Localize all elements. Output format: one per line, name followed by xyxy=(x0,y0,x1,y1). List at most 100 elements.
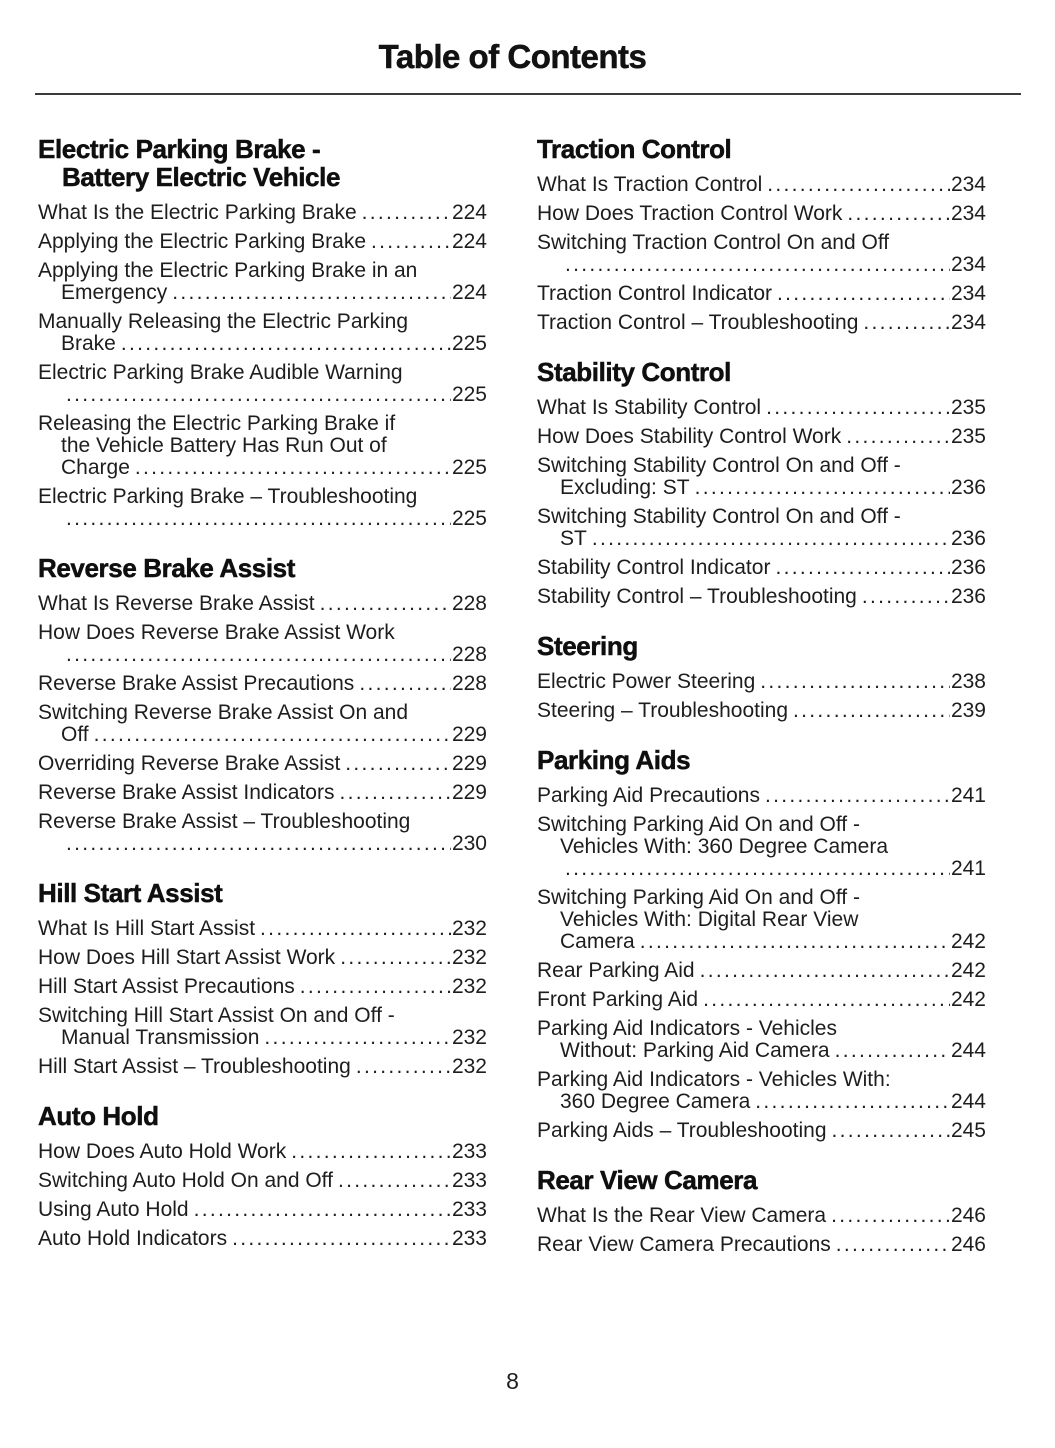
toc-entry: Parking Aid Precautions 241 xyxy=(537,785,986,807)
toc-entry-line: Vehicles With: 360 Degree Camera xyxy=(560,835,888,858)
toc-entry-text: Traction Control Indicator xyxy=(537,282,772,305)
toc-section: Rear View Camera What Is the Rear View Ca… xyxy=(537,1166,986,1256)
toc-entry: Electric Parking Brake – Troubleshooting… xyxy=(38,486,487,530)
dot-leader xyxy=(66,833,451,855)
toc-entry-page-number: 233 xyxy=(451,1169,487,1192)
dot-leader xyxy=(94,724,451,746)
toc-entry-lastline: Emergency 224 xyxy=(38,282,487,304)
toc-entry-lastline: Stability Control – Troubleshooting 236 xyxy=(537,586,986,608)
toc-entry-page-number: 241 xyxy=(950,784,986,807)
toc-entry: Reverse Brake Assist Indicators 229 xyxy=(38,782,487,804)
toc-column-right: Traction Control What Is Traction Control… xyxy=(537,135,986,1263)
toc-entry-lastline: ST 236 xyxy=(537,528,986,550)
toc-entry-line: Releasing the Electric Parking Brake if xyxy=(38,412,396,435)
toc-columns: Electric Parking Brake - Battery Electric… xyxy=(38,135,987,1263)
toc-entry: Electric Parking Brake Audible Warning 22… xyxy=(38,362,487,406)
toc-entry: Switching Hill Start Assist On and Off -… xyxy=(38,1005,487,1049)
toc-section: Steering Electric Power Steering 238 Steeri… xyxy=(537,632,986,722)
toc-entry: Parking Aid Indicators - Vehicles With: 3… xyxy=(537,1069,986,1113)
toc-entry-lastline: Front Parking Aid 242 xyxy=(537,989,986,1011)
toc-entry: What Is the Electric Parking Brake 224 xyxy=(38,202,487,224)
toc-entry-page-number: 233 xyxy=(451,1140,487,1163)
dot-leader xyxy=(793,700,950,722)
toc-entry-text: Manual Transmission xyxy=(61,1026,260,1049)
toc-entry: How Does Stability Control Work 235 xyxy=(537,426,986,448)
toc-entry-page-number: 224 xyxy=(451,281,487,304)
toc-entry-page-number: 232 xyxy=(451,1026,487,1049)
toc-entry: Stability Control Indicator 236 xyxy=(537,557,986,579)
toc-entry-text: Rear Parking Aid xyxy=(537,959,695,982)
toc-section: Traction Control What Is Traction Control… xyxy=(537,135,986,334)
toc-entry-lastline: How Does Traction Control Work 234 xyxy=(537,203,986,225)
section-heading-line: Reverse Brake Assist xyxy=(38,553,296,583)
toc-entry-page-number: 229 xyxy=(451,781,487,804)
dot-leader xyxy=(338,1170,451,1192)
toc-entry-lastline: Hill Start Assist – Troubleshooting 232 xyxy=(38,1056,487,1078)
toc-entry-text: Switching Auto Hold On and Off xyxy=(38,1169,333,1192)
dot-leader xyxy=(565,254,950,276)
dot-leader xyxy=(194,1199,451,1221)
dot-leader xyxy=(766,397,950,419)
toc-entry-page-number: 246 xyxy=(950,1204,986,1227)
dot-leader xyxy=(703,989,950,1011)
dot-leader xyxy=(345,753,451,775)
toc-entry-text: Overriding Reverse Brake Assist xyxy=(38,752,341,775)
toc-entry: Traction Control Indicator 234 xyxy=(537,283,986,305)
dot-leader xyxy=(121,333,451,355)
toc-entry: What Is the Rear View Camera 246 xyxy=(537,1205,986,1227)
section-heading-line: Parking Aids xyxy=(537,745,691,775)
toc-entry-page-number: 233 xyxy=(451,1198,487,1221)
section-heading-line: Stability Control xyxy=(537,357,732,387)
dot-leader xyxy=(775,557,950,579)
dot-leader xyxy=(765,785,950,807)
dot-leader xyxy=(66,644,451,666)
toc-entry-text: Emergency xyxy=(61,281,168,304)
toc-entry-line: Vehicles With: Digital Rear View xyxy=(560,908,859,931)
toc-entry-line: Switching Stability Control On and Off - xyxy=(537,505,901,528)
toc-entry: Traction Control – Troubleshooting 234 xyxy=(537,312,986,334)
toc-entry: Overriding Reverse Brake Assist 229 xyxy=(38,753,487,775)
toc-entry: Auto Hold Indicators 233 xyxy=(38,1228,487,1250)
toc-entry: Parking Aids – Troubleshooting 245 xyxy=(537,1120,986,1142)
toc-entry-page-number: 224 xyxy=(451,230,487,253)
toc-entry-line: Reverse Brake Assist – Troubleshooting xyxy=(38,810,411,833)
toc-entry-line: Electric Parking Brake Audible Warning xyxy=(38,361,403,384)
toc-entry-page-number: 225 xyxy=(451,507,487,530)
toc-entry: Switching Auto Hold On and Off 233 xyxy=(38,1170,487,1192)
toc-entry-lastline: Traction Control – Troubleshooting 234 xyxy=(537,312,986,334)
dot-leader xyxy=(767,174,950,196)
toc-section: Stability Control What Is Stability Contr… xyxy=(537,358,986,608)
section-heading-line: Electric Parking Brake - xyxy=(38,134,321,164)
toc-entry-lastline: What Is Reverse Brake Assist 228 xyxy=(38,593,487,615)
toc-entry: What Is Hill Start Assist 232 xyxy=(38,918,487,940)
toc-entry: Switching Stability Control On and Off -… xyxy=(537,455,986,499)
toc-entry-text: Traction Control – Troubleshooting xyxy=(537,311,859,334)
toc-entry-text: Using Auto Hold xyxy=(38,1198,189,1221)
dot-leader xyxy=(592,528,950,550)
toc-entry-lastline: Applying the Electric Parking Brake 224 xyxy=(38,231,487,253)
toc-entry-lastline: What Is the Electric Parking Brake 224 xyxy=(38,202,487,224)
toc-entry-text: What Is Hill Start Assist xyxy=(38,917,256,940)
toc-entry: How Does Auto Hold Work 233 xyxy=(38,1141,487,1163)
toc-entry-lastline: Using Auto Hold 233 xyxy=(38,1199,487,1221)
toc-entry-line: Switching Parking Aid On and Off - xyxy=(537,886,860,909)
toc-entry-line: Switching Parking Aid On and Off - xyxy=(537,813,860,836)
toc-entry-page-number: 239 xyxy=(950,699,986,722)
toc-entry-page-number: 225 xyxy=(451,383,487,406)
toc-entry-lastline: Manual Transmission 232 xyxy=(38,1027,487,1049)
toc-entry-text: Steering – Troubleshooting xyxy=(537,699,789,722)
toc-entry-text: Reverse Brake Assist Indicators xyxy=(38,781,335,804)
section-heading: Steering xyxy=(537,632,986,661)
toc-entry-lastline: How Does Auto Hold Work 233 xyxy=(38,1141,487,1163)
toc-entry: Front Parking Aid 242 xyxy=(537,989,986,1011)
toc-entry-page-number: 236 xyxy=(950,556,986,579)
toc-entry-text: What Is Traction Control xyxy=(537,173,763,196)
toc-column-left: Electric Parking Brake - Battery Electric… xyxy=(38,135,487,1263)
toc-entry-text: How Does Traction Control Work xyxy=(537,202,843,225)
toc-entry-text: Auto Hold Indicators xyxy=(38,1227,228,1250)
toc-entry-text: What Is the Rear View Camera xyxy=(537,1204,827,1227)
toc-entry-lastline: 225 xyxy=(38,508,487,530)
toc-entry-page-number: 232 xyxy=(451,917,487,940)
toc-entry-text: Brake xyxy=(61,332,116,355)
